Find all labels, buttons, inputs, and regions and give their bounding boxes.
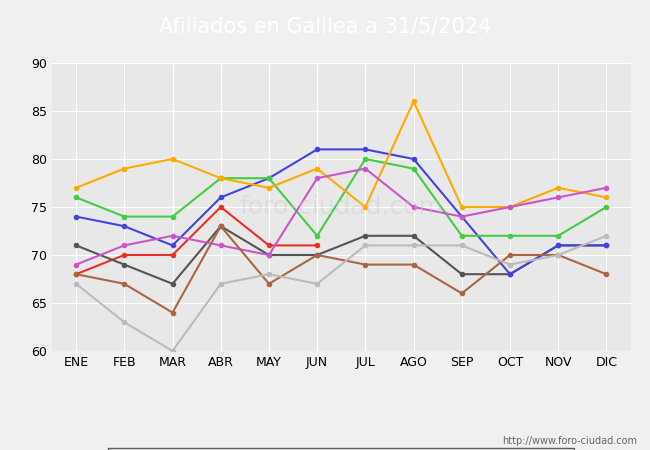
Legend: 2024, 2023, 2022, 2021, 2020, 2019, 2018, 2017: 2024, 2023, 2022, 2021, 2020, 2019, 2018… [108, 447, 575, 450]
Text: Afiliados en Galilea a 31/5/2024: Afiliados en Galilea a 31/5/2024 [159, 17, 491, 37]
Text: foro-ciudad.com: foro-ciudad.com [239, 195, 443, 219]
Text: http://www.foro-ciudad.com: http://www.foro-ciudad.com [502, 436, 637, 446]
